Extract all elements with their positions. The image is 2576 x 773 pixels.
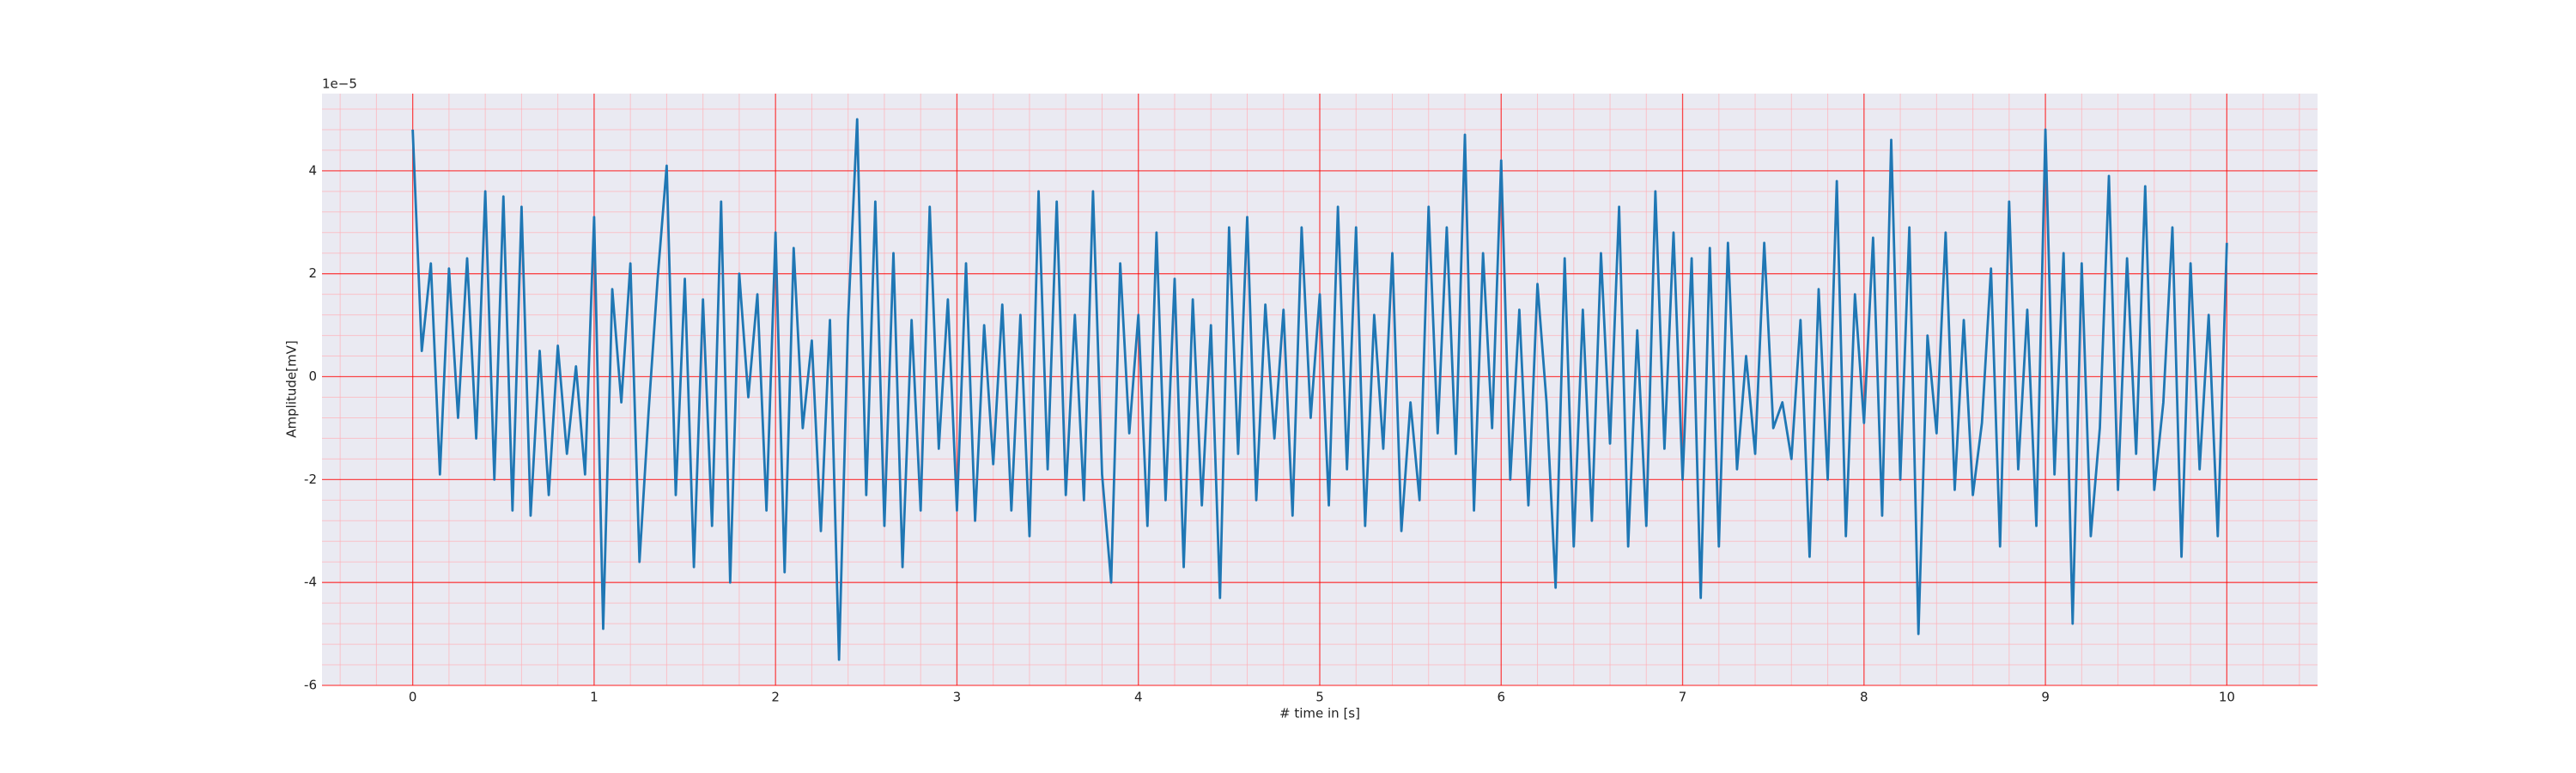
x-tick-label: 4 bbox=[1134, 690, 1143, 705]
y-axis-label: Amplitude[mV] bbox=[284, 340, 300, 437]
y-tick-label: 0 bbox=[308, 368, 317, 384]
x-tick-label: 7 bbox=[1679, 690, 1687, 705]
marks bbox=[411, 118, 2228, 661]
x-tick-label: 2 bbox=[771, 690, 780, 705]
y-tick-label: 2 bbox=[308, 265, 317, 281]
x-tick-label: 6 bbox=[1497, 690, 1505, 705]
y-tick-label: -4 bbox=[304, 575, 317, 590]
y-tick-label: -2 bbox=[304, 472, 317, 487]
x-tick-label: 1 bbox=[590, 690, 598, 705]
x-axis-label: # time in [s] bbox=[1279, 706, 1360, 721]
x-tick-label: 0 bbox=[409, 690, 417, 705]
data-line bbox=[411, 118, 2228, 661]
x-tick-label: 10 bbox=[2219, 690, 2235, 705]
x-tick-label: 3 bbox=[953, 690, 962, 705]
x-tick-label: 9 bbox=[2041, 690, 2050, 705]
x-tick-label: 8 bbox=[1860, 690, 1868, 705]
y-tick-label: -6 bbox=[304, 678, 317, 693]
x-tick-label: 5 bbox=[1315, 690, 1324, 705]
y-offset-label: 1e−5 bbox=[322, 76, 357, 92]
y-tick-label: 4 bbox=[308, 162, 317, 178]
